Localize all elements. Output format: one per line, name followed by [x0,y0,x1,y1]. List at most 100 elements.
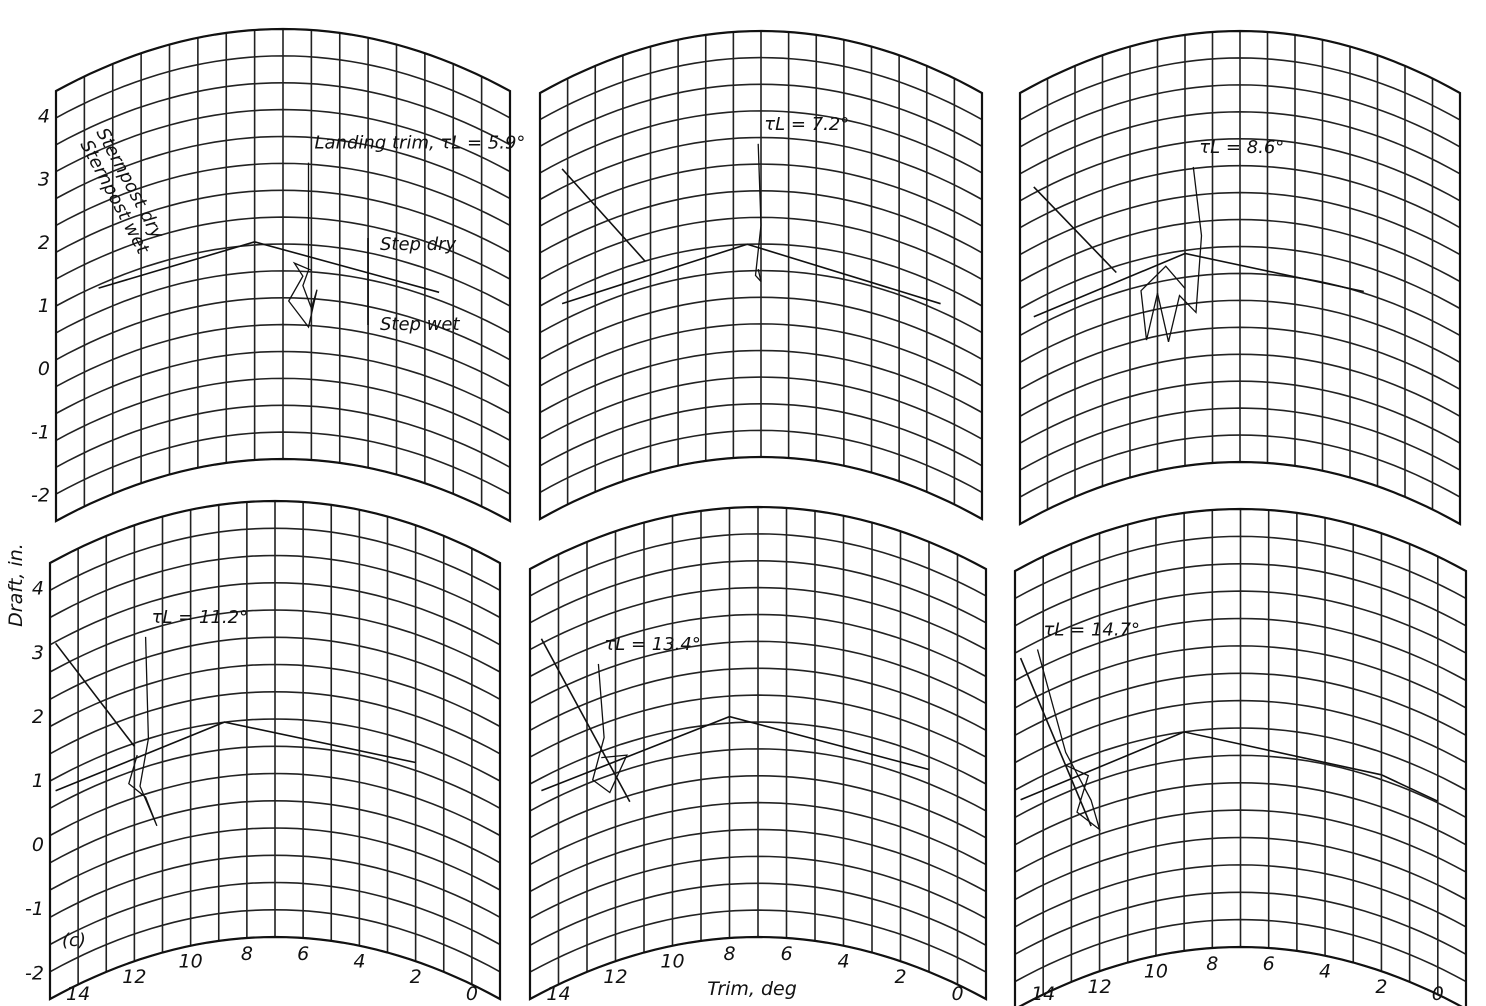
grid-hline [49,718,501,782]
grid-hline [1014,918,1467,983]
panel-frame [1018,29,1462,526]
grid-hline [529,855,987,920]
grid-hline [49,854,501,919]
grid-hline [539,296,983,360]
grid-hline [539,110,983,174]
x-tick-label: 6 [297,943,309,965]
grid-hline [539,243,983,307]
grid-hline [55,296,511,361]
chart-panel-5: 14 12 10 8 6 4 2 0 τL = 13.4° [528,505,988,1005]
grid-hline [1019,326,1461,391]
x-tick-label: 4 [353,951,365,973]
grid-hline [1014,617,1467,682]
series-2-line [561,243,941,305]
grid [529,506,987,1000]
x-tick-label: 2 [410,966,422,988]
grid-hline [539,429,983,494]
panel-frame [528,505,988,1001]
x-tick-label: 12 [603,966,627,988]
x-tick-label: 12 [1087,976,1111,998]
grid-hline [55,135,511,200]
grid-hline [55,55,511,119]
grid [55,28,511,522]
grid-hline [539,376,983,440]
grid-hline [1019,218,1461,283]
x-tick-label: 12 [122,966,146,988]
series-3-line [1036,649,1101,832]
landing-trim-label: τL = 7.2° [764,114,849,135]
grid-hline [529,882,987,947]
grid-hline [49,745,501,810]
grid-hline [55,108,511,173]
grid-hline [1019,84,1461,148]
series-1-line [98,240,440,294]
grid-hline [539,269,983,334]
series-2-line [287,162,318,329]
grid-hline [55,189,511,254]
x-tick-label: 10 [660,951,684,973]
series-1-line [561,168,646,262]
grid-hline [1014,672,1467,737]
grid-hline [49,663,501,728]
grid-hline [1019,407,1461,471]
y-axis-label: Draft, in. [5,543,27,627]
y-tick-label: 0 [38,358,50,380]
grid-hline [1014,562,1467,627]
chart-panel-2: τL = 7.2° [538,29,984,521]
grid-hline [539,323,983,387]
grid-hline [539,83,983,147]
grid-hline [55,81,511,146]
grid-hline [1014,809,1467,873]
grid-hline [539,402,983,467]
grid [539,30,983,520]
panel-frame [48,499,502,1001]
x-tick-label: 0 [951,983,963,1005]
grid-hline [1019,164,1461,229]
grid-hline [1019,137,1461,202]
series-3-line [128,636,158,827]
grid-hline [49,636,501,701]
grid-hline [49,908,501,973]
panel-frame [1013,507,1468,1006]
x-tick-label: 8 [241,943,253,965]
grid-hline [529,559,987,624]
grid-hline [49,772,501,837]
y-tick-label: 4 [38,105,50,127]
grid-hline [1014,645,1467,709]
y-tick-label: 1 [32,770,44,792]
landing-trim-label: Landing trim, τL = 5.9° [315,133,526,154]
series-1-line [1033,186,1117,274]
y-tick-label: 2 [38,232,50,254]
grid [1019,30,1461,525]
series-2-line [1020,731,1439,802]
grid-hline [55,377,511,442]
grid-hline [529,748,987,812]
grid-hline [539,189,983,254]
grid [49,500,501,1000]
panel-marker: (c) [62,930,86,951]
x-tick-label: 0 [466,983,478,1005]
grid-hline [1014,864,1467,928]
grid-hline [1014,781,1467,846]
x-tick-label: 10 [1144,961,1168,983]
series-1-line [54,642,136,747]
grid-hline [1014,727,1467,791]
grid-hline [529,721,987,785]
x-axis-label: Trim, deg [707,978,797,1000]
series-2-line [55,721,416,792]
grid-hline [55,216,511,280]
grid-hline [1019,353,1461,417]
grid-hline [529,694,987,758]
grid-hline [539,56,983,121]
panel-frame [54,27,512,523]
grid-hline [1019,57,1461,121]
x-tick-label: 4 [837,951,849,973]
grid-hline [529,640,987,705]
x-tick-label: 4 [1319,961,1331,983]
grid-hline [1014,590,1467,654]
x-tick-label: 8 [723,943,735,965]
grid-hline [49,827,501,891]
